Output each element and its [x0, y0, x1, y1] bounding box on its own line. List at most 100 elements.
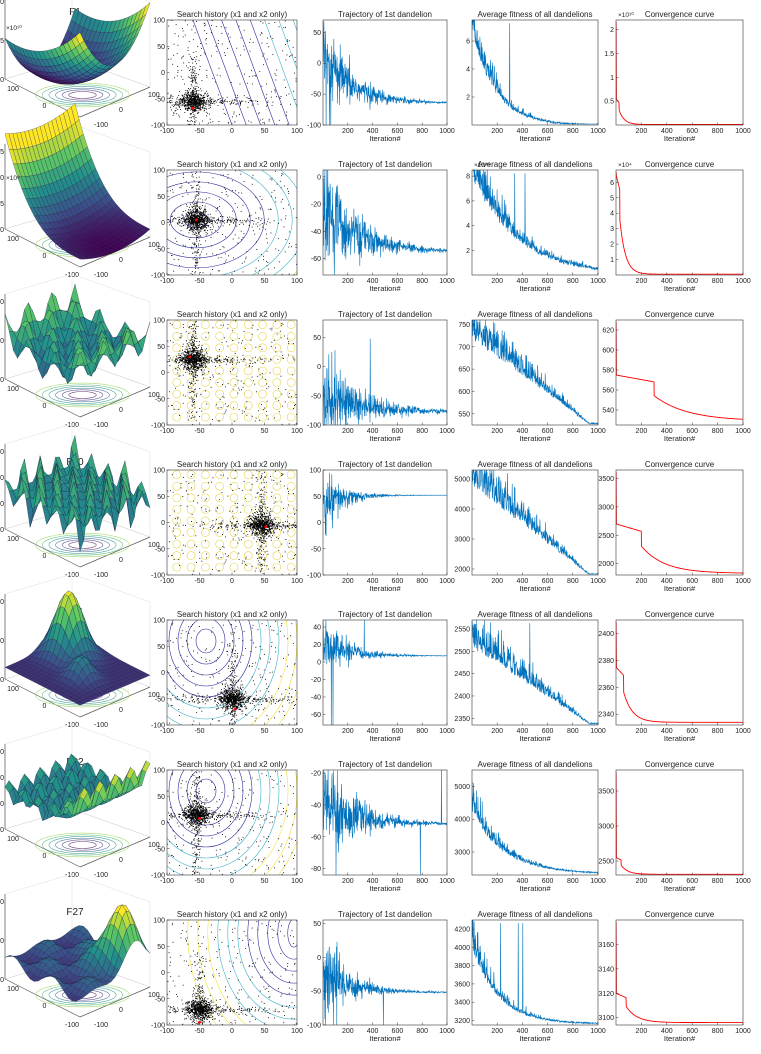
search-point — [203, 356, 205, 358]
search-point — [215, 360, 217, 362]
search-point — [222, 324, 224, 326]
z-exponent-label: ×10¹⁰ — [6, 24, 22, 32]
search-point — [260, 359, 262, 361]
search-point — [186, 103, 188, 105]
search-point — [209, 213, 211, 215]
search-point — [188, 232, 190, 234]
search-point — [245, 406, 247, 408]
search-point — [191, 387, 193, 389]
search-point — [203, 220, 205, 222]
search-point — [191, 410, 193, 412]
y-tick-label: -100 — [94, 122, 108, 129]
search-point — [192, 220, 194, 222]
floor-contour — [42, 84, 123, 106]
search-point — [212, 269, 213, 270]
search-point — [194, 102, 196, 104]
search-point — [205, 366, 207, 368]
convergence-series-line — [616, 22, 743, 125]
search-point — [233, 99, 235, 101]
search-point — [233, 111, 235, 113]
search-point — [224, 261, 226, 263]
search-point — [170, 190, 172, 192]
search-point — [176, 113, 178, 115]
search-point — [183, 55, 184, 57]
search-point — [191, 29, 193, 31]
search-point — [190, 68, 192, 70]
search-point — [194, 259, 196, 261]
search-point — [285, 389, 287, 390]
search-point — [187, 215, 189, 217]
search-point — [235, 218, 237, 220]
search-point — [239, 100, 240, 102]
search-point — [220, 26, 222, 28]
search-point — [179, 336, 181, 338]
search-point — [190, 229, 192, 231]
search-point — [204, 209, 206, 210]
search-point — [197, 95, 199, 97]
search-point — [186, 97, 188, 99]
search-point — [198, 210, 200, 212]
search-point — [175, 237, 177, 239]
search-point — [199, 207, 201, 209]
search-point — [207, 362, 209, 364]
box-edge — [143, 0, 151, 3]
search-point — [197, 101, 199, 103]
search-point — [197, 204, 199, 206]
search-point — [184, 102, 186, 104]
search-point — [179, 101, 181, 103]
search-point — [206, 90, 208, 92]
search-point — [231, 217, 233, 219]
search-point — [262, 122, 264, 124]
search-point — [204, 23, 206, 25]
search-point — [260, 32, 262, 34]
search-point — [234, 203, 236, 205]
search-point — [216, 357, 218, 359]
search-point — [196, 20, 197, 22]
search-point — [201, 227, 203, 229]
search-point — [290, 103, 291, 105]
search-point — [268, 386, 270, 388]
search-point — [194, 67, 196, 69]
search-point — [168, 48, 169, 50]
search-point — [206, 69, 208, 71]
contour-line — [249, 20, 290, 125]
search-point — [196, 221, 198, 223]
search-point — [224, 100, 225, 102]
search-point — [183, 62, 185, 64]
search-point — [188, 360, 190, 362]
search-point — [196, 215, 198, 217]
search-point — [194, 98, 196, 100]
z-tick-label: 600 — [0, 299, 4, 306]
search-point — [191, 95, 193, 97]
search-point — [201, 100, 202, 102]
search-point — [194, 234, 196, 235]
search-point — [200, 226, 202, 228]
search-point — [188, 222, 190, 224]
search-point — [220, 215, 222, 217]
search-point — [184, 220, 186, 222]
search-point — [205, 215, 207, 217]
search-point — [244, 411, 245, 413]
search-point — [200, 228, 202, 230]
search-point — [195, 369, 197, 371]
search-point — [196, 217, 198, 218]
search-point — [191, 57, 193, 59]
search-point — [192, 102, 194, 104]
search-point — [197, 347, 199, 348]
search-point — [260, 119, 261, 121]
search-point — [249, 38, 251, 40]
y-tick-label: 2 — [610, 242, 614, 249]
search-point — [222, 384, 223, 385]
search-point — [175, 107, 177, 109]
search-point — [195, 51, 197, 53]
search-point — [218, 359, 220, 361]
search-point — [197, 326, 199, 328]
search-point — [208, 371, 209, 373]
search-point — [217, 40, 219, 42]
search-point — [209, 218, 211, 220]
search-point — [199, 258, 201, 259]
search-point — [202, 227, 204, 228]
search-point — [267, 102, 269, 103]
search-point — [198, 341, 200, 343]
